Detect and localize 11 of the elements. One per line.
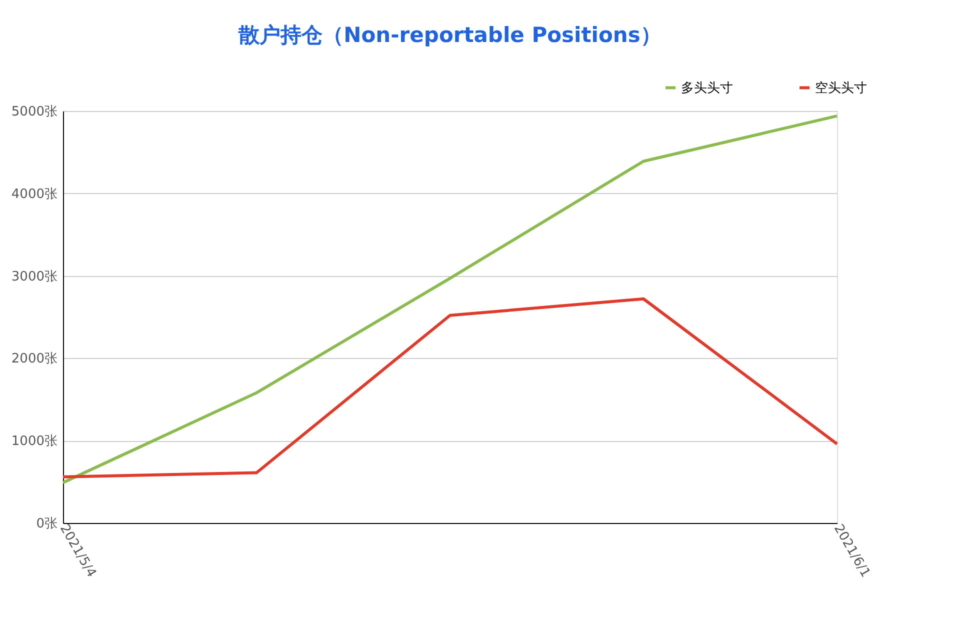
y-tick-label: 3000张 <box>11 269 58 284</box>
legend-label: 多头头寸 <box>681 80 733 96</box>
legend-label: 空头头寸 <box>815 80 867 96</box>
line-series <box>62 297 838 478</box>
y-tick-label: 1000张 <box>11 434 58 450</box>
chart-title: 散户持仓（Non-reportable Positions） <box>238 23 662 47</box>
y-tick-label: 0张 <box>36 516 58 532</box>
y-tick-label: 2000张 <box>11 352 58 367</box>
y-tick-label: 5000张 <box>11 104 58 120</box>
line-series <box>62 114 838 484</box>
y-tick-label: 4000张 <box>11 186 58 202</box>
